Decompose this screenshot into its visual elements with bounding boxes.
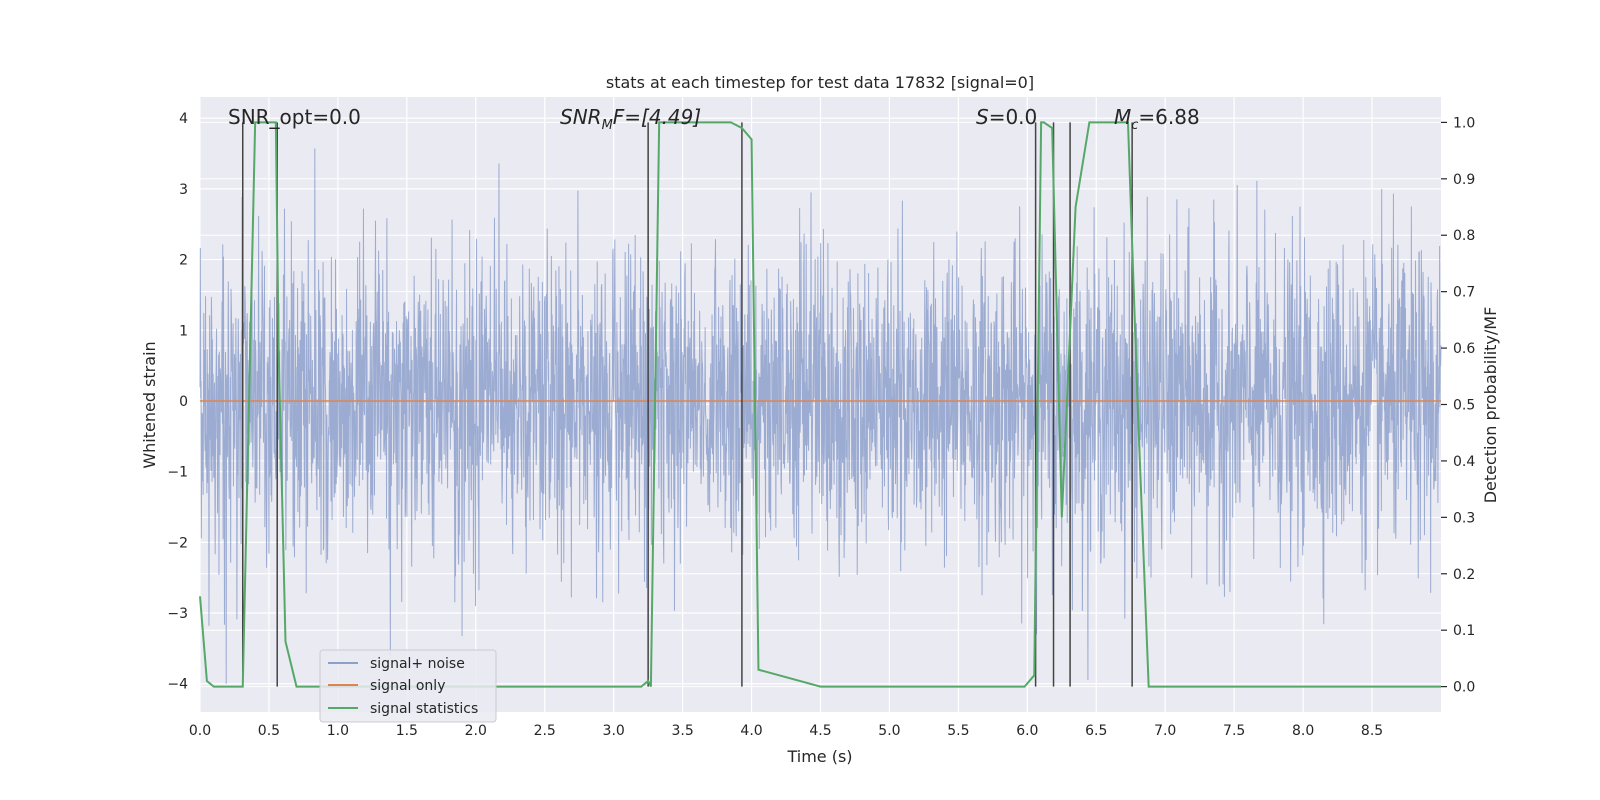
y-right-tick-label-4: 0.6 [1453,341,1475,357]
x-axis-label: Time (s) [786,747,852,766]
x-tick-label-13: 6.5 [1085,723,1107,739]
legend-label-signal-plus-noise: signal+ noise [370,656,465,672]
y-right-tick-label-5: 0.5 [1453,398,1475,414]
y-left-tick-label-7: −3 [167,606,188,622]
vertical-markers [241,122,1133,687]
x-tick-label-10: 5.0 [878,723,900,739]
annotation-snr-opt: SNR_opt=0.0 [228,105,361,129]
annotation-snr-mf-rest: F=[4.49] [613,105,701,129]
y-right-tick-label-10: 0.0 [1453,680,1475,696]
annotation-mc: Mc=6.88 [1114,105,1200,133]
annotation-s-main: S [976,105,989,129]
annotation-mc-main: M [1114,105,1131,129]
x-tick-label-12: 6.0 [1016,723,1038,739]
legend-label-signal-statistics: signal statistics [370,701,478,717]
y-left-tick-label-2: 2 [179,253,188,269]
x-tick-label-6: 3.0 [603,723,625,739]
legend-label-signal-only: signal only [370,678,445,694]
x-axis-ticks: 0.0 0.5 1.0 1.5 2.0 2.5 3.0 3.5 4.0 4.5 5.0 5.5 6.0 6… [189,723,1383,739]
annotation-s: S=0.0 [976,105,1037,129]
y-right-tick-label-3: 0.7 [1453,285,1475,301]
legend: signal+ noise signal only signal statist… [319,649,497,723]
annotation-snr-mf-main: SNR [560,105,602,129]
y-right-tick-label-7: 0.3 [1453,510,1475,526]
x-tick-label-14: 7.0 [1154,723,1176,739]
y-right-tick-label-2: 0.8 [1453,228,1475,244]
noise-line [199,148,1442,684]
x-tick-label-15: 7.5 [1223,723,1245,739]
annotation-snr-mf-sub: M [602,118,613,133]
x-tick-label-16: 8.0 [1292,723,1314,739]
y-axis-left-label: Whitened strain [140,341,159,468]
signal-statistics-line [199,121,1441,688]
x-tick-label-0: 0.0 [189,723,211,739]
series-signal-plus-noise [199,148,1442,684]
annotation-s-rest: =0.0 [989,105,1038,129]
chart-title: stats at each timestep for test data 178… [606,73,1034,92]
y-right-tick-label-8: 0.2 [1453,567,1475,583]
y-right-tick-label-9: 0.1 [1453,623,1475,639]
y-axis-left-ticks: 4 3 2 1 0 −1 −2 −3 −4 [167,111,188,693]
y-left-tick-label-0: 4 [179,111,188,127]
x-tick-label-8: 4.0 [740,723,762,739]
annotation-mc-sub: c [1131,118,1138,133]
legend-box [319,649,497,723]
x-tick-label-5: 2.5 [534,723,556,739]
y-axis-right-label: Detection probability/MF [1481,307,1500,504]
y-left-tick-label-5: −1 [167,465,188,481]
x-tick-label-2: 1.0 [327,723,349,739]
annotation-snr-mf: SNRMF=[4.49] [560,105,701,133]
y-right-tick-label-1: 0.9 [1453,172,1475,188]
x-tick-label-4: 2.0 [465,723,487,739]
x-tick-label-9: 4.5 [809,723,831,739]
y-axis-right-ticks: 1.0 0.9 0.8 0.7 0.6 0.5 0.4 0.3 0.2 0.1 0.0 [1441,115,1475,696]
y-left-tick-label-3: 1 [179,323,188,339]
y-right-tick-label-0: 1.0 [1453,115,1475,131]
x-tick-label-17: 8.5 [1361,723,1383,739]
y-left-tick-label-8: −4 [167,677,188,693]
y-left-tick-label-1: 3 [179,182,188,198]
y-left-tick-label-6: −2 [167,535,188,551]
x-tick-label-1: 0.5 [258,723,280,739]
annotation-mc-rest: =6.88 [1138,105,1199,129]
y-left-tick-label-4: 0 [179,394,188,410]
series-signal-statistics [199,121,1441,688]
x-tick-label-3: 1.5 [396,723,418,739]
x-tick-label-7: 3.5 [671,723,693,739]
x-tick-label-11: 5.5 [947,723,969,739]
y-right-tick-label-6: 0.4 [1453,454,1475,470]
